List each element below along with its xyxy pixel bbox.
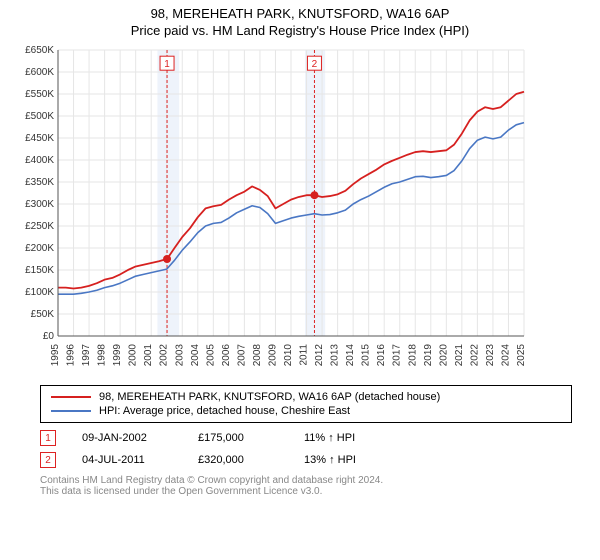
svg-text:1995: 1995 bbox=[50, 344, 61, 367]
figure-container: 98, MEREHEATH PARK, KNUTSFORD, WA16 6AP … bbox=[0, 6, 600, 497]
svg-text:2024: 2024 bbox=[500, 344, 511, 367]
legend-label: HPI: Average price, detached house, Ches… bbox=[99, 405, 350, 417]
svg-text:£250K: £250K bbox=[25, 221, 54, 232]
svg-text:2013: 2013 bbox=[330, 344, 341, 367]
svg-text:2004: 2004 bbox=[190, 344, 201, 367]
svg-text:£300K: £300K bbox=[25, 199, 54, 210]
svg-text:2001: 2001 bbox=[143, 344, 154, 367]
event-marker: 2 bbox=[40, 452, 56, 468]
svg-text:£600K: £600K bbox=[25, 67, 54, 78]
event-date: 04-JUL-2011 bbox=[82, 454, 172, 466]
svg-text:2000: 2000 bbox=[128, 344, 139, 367]
event-price: £175,000 bbox=[198, 432, 278, 444]
svg-text:2003: 2003 bbox=[174, 344, 185, 367]
svg-text:£50K: £50K bbox=[31, 309, 55, 320]
svg-text:£650K: £650K bbox=[25, 45, 54, 56]
event-row: 2 04-JUL-2011 £320,000 13% ↑ HPI bbox=[40, 449, 572, 471]
event-price: £320,000 bbox=[198, 454, 278, 466]
svg-text:2017: 2017 bbox=[392, 344, 403, 367]
svg-text:£200K: £200K bbox=[25, 243, 54, 254]
svg-text:2007: 2007 bbox=[236, 344, 247, 367]
svg-text:2025: 2025 bbox=[516, 344, 527, 367]
copyright-line: Contains HM Land Registry data © Crown c… bbox=[40, 475, 572, 486]
event-diff: 11% ↑ HPI bbox=[304, 432, 394, 444]
svg-text:2015: 2015 bbox=[361, 344, 372, 367]
legend-row: 98, MEREHEATH PARK, KNUTSFORD, WA16 6AP … bbox=[51, 390, 561, 404]
line-chart-svg: £0 £50K £100K £150K £200K £250K £300K £350K £400… bbox=[10, 44, 530, 374]
svg-text:2005: 2005 bbox=[205, 344, 216, 367]
svg-text:2021: 2021 bbox=[454, 344, 465, 367]
svg-text:1999: 1999 bbox=[112, 344, 123, 367]
svg-text:2011: 2011 bbox=[299, 344, 310, 366]
copyright-text: Contains HM Land Registry data © Crown c… bbox=[40, 475, 572, 497]
chart-title: 98, MEREHEATH PARK, KNUTSFORD, WA16 6AP bbox=[0, 6, 600, 21]
event-date: 09-JAN-2002 bbox=[82, 432, 172, 444]
svg-text:£150K: £150K bbox=[25, 265, 54, 276]
svg-text:£500K: £500K bbox=[25, 111, 54, 122]
chart-area: £0 £50K £100K £150K £200K £250K £300K £350K £400… bbox=[10, 44, 590, 379]
svg-text:1997: 1997 bbox=[81, 344, 92, 367]
svg-text:2020: 2020 bbox=[438, 344, 449, 367]
svg-text:£100K: £100K bbox=[25, 287, 54, 298]
legend-box: 98, MEREHEATH PARK, KNUTSFORD, WA16 6AP … bbox=[40, 385, 572, 423]
svg-text:£350K: £350K bbox=[25, 177, 54, 188]
svg-text:£450K: £450K bbox=[25, 133, 54, 144]
events-list: 1 09-JAN-2002 £175,000 11% ↑ HPI 2 04-JUL-201… bbox=[40, 427, 572, 471]
svg-text:2002: 2002 bbox=[159, 344, 170, 367]
svg-text:2008: 2008 bbox=[252, 344, 263, 367]
svg-text:2023: 2023 bbox=[485, 344, 496, 367]
svg-text:2019: 2019 bbox=[423, 344, 434, 367]
copyright-line: This data is licensed under the Open Gov… bbox=[40, 486, 572, 497]
svg-text:1: 1 bbox=[164, 59, 170, 70]
svg-text:£550K: £550K bbox=[25, 89, 54, 100]
svg-text:2006: 2006 bbox=[221, 344, 232, 367]
svg-text:2010: 2010 bbox=[283, 344, 294, 367]
legend-swatch bbox=[51, 410, 91, 412]
svg-text:1998: 1998 bbox=[97, 344, 108, 367]
event-marker: 1 bbox=[40, 430, 56, 446]
legend-swatch bbox=[51, 396, 91, 398]
legend-row: HPI: Average price, detached house, Ches… bbox=[51, 404, 561, 418]
svg-text:2016: 2016 bbox=[376, 344, 387, 367]
chart-subtitle: Price paid vs. HM Land Registry's House … bbox=[0, 23, 600, 38]
svg-text:2022: 2022 bbox=[469, 344, 480, 367]
svg-text:2018: 2018 bbox=[407, 344, 418, 367]
legend-label: 98, MEREHEATH PARK, KNUTSFORD, WA16 6AP … bbox=[99, 391, 440, 403]
event-row: 1 09-JAN-2002 £175,000 11% ↑ HPI bbox=[40, 427, 572, 449]
svg-text:2009: 2009 bbox=[267, 344, 278, 367]
svg-text:2: 2 bbox=[312, 59, 318, 70]
svg-text:2014: 2014 bbox=[345, 344, 356, 367]
svg-text:£0: £0 bbox=[43, 331, 55, 342]
svg-text:1996: 1996 bbox=[66, 344, 77, 367]
svg-text:2012: 2012 bbox=[314, 344, 325, 367]
svg-text:£400K: £400K bbox=[25, 155, 54, 166]
event-diff: 13% ↑ HPI bbox=[304, 454, 394, 466]
